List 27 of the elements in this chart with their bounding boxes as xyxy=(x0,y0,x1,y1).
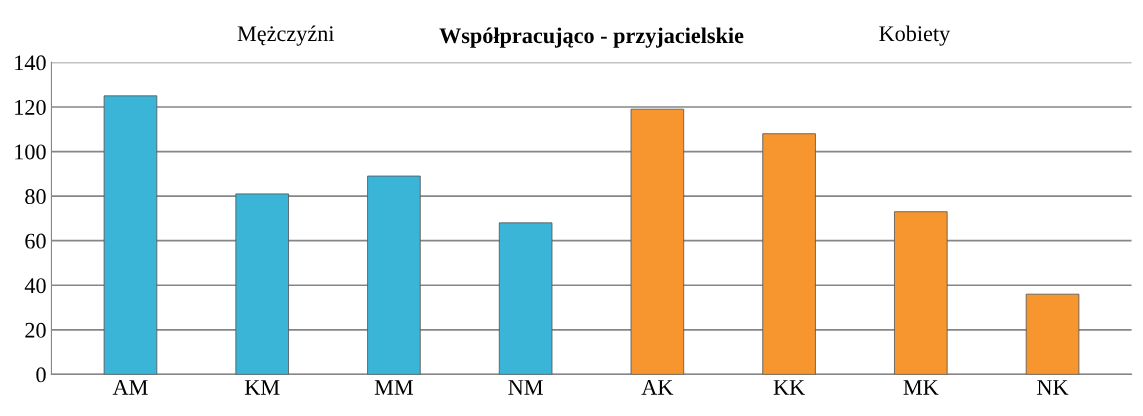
y-tick-label: 120 xyxy=(15,99,46,115)
y-tick-label: 0 xyxy=(36,367,46,383)
x-tick-label: MK xyxy=(903,380,939,395)
y-tick-label: 140 xyxy=(15,55,46,71)
bar xyxy=(103,95,158,375)
text: Mężczyźni xyxy=(237,25,335,46)
chart-title: Współpracująco - przyjacielskie xyxy=(439,27,744,48)
y-tick-label: 40 xyxy=(24,278,46,294)
y-tick-label: 80 xyxy=(25,189,46,205)
bar xyxy=(1025,293,1080,375)
x-tick-label: AK xyxy=(641,380,674,395)
x-tick-label: KK xyxy=(773,380,805,395)
x-tick-label: MM xyxy=(374,380,414,395)
x-tick-label: NM xyxy=(508,380,543,395)
x-tick-label: NK xyxy=(1037,380,1069,395)
y-tick-label: 60 xyxy=(25,233,46,249)
y-tick-label: 20 xyxy=(25,322,46,338)
bar xyxy=(367,175,421,375)
x-tick-label: AM xyxy=(112,380,148,395)
bar xyxy=(235,193,289,375)
x-tick-label: KM xyxy=(244,380,280,395)
bar xyxy=(762,133,816,375)
bar xyxy=(894,211,948,375)
y-tick-label: 100 xyxy=(15,144,46,160)
bar xyxy=(498,222,553,375)
bar xyxy=(630,108,685,375)
text: Kobiety xyxy=(879,25,951,46)
